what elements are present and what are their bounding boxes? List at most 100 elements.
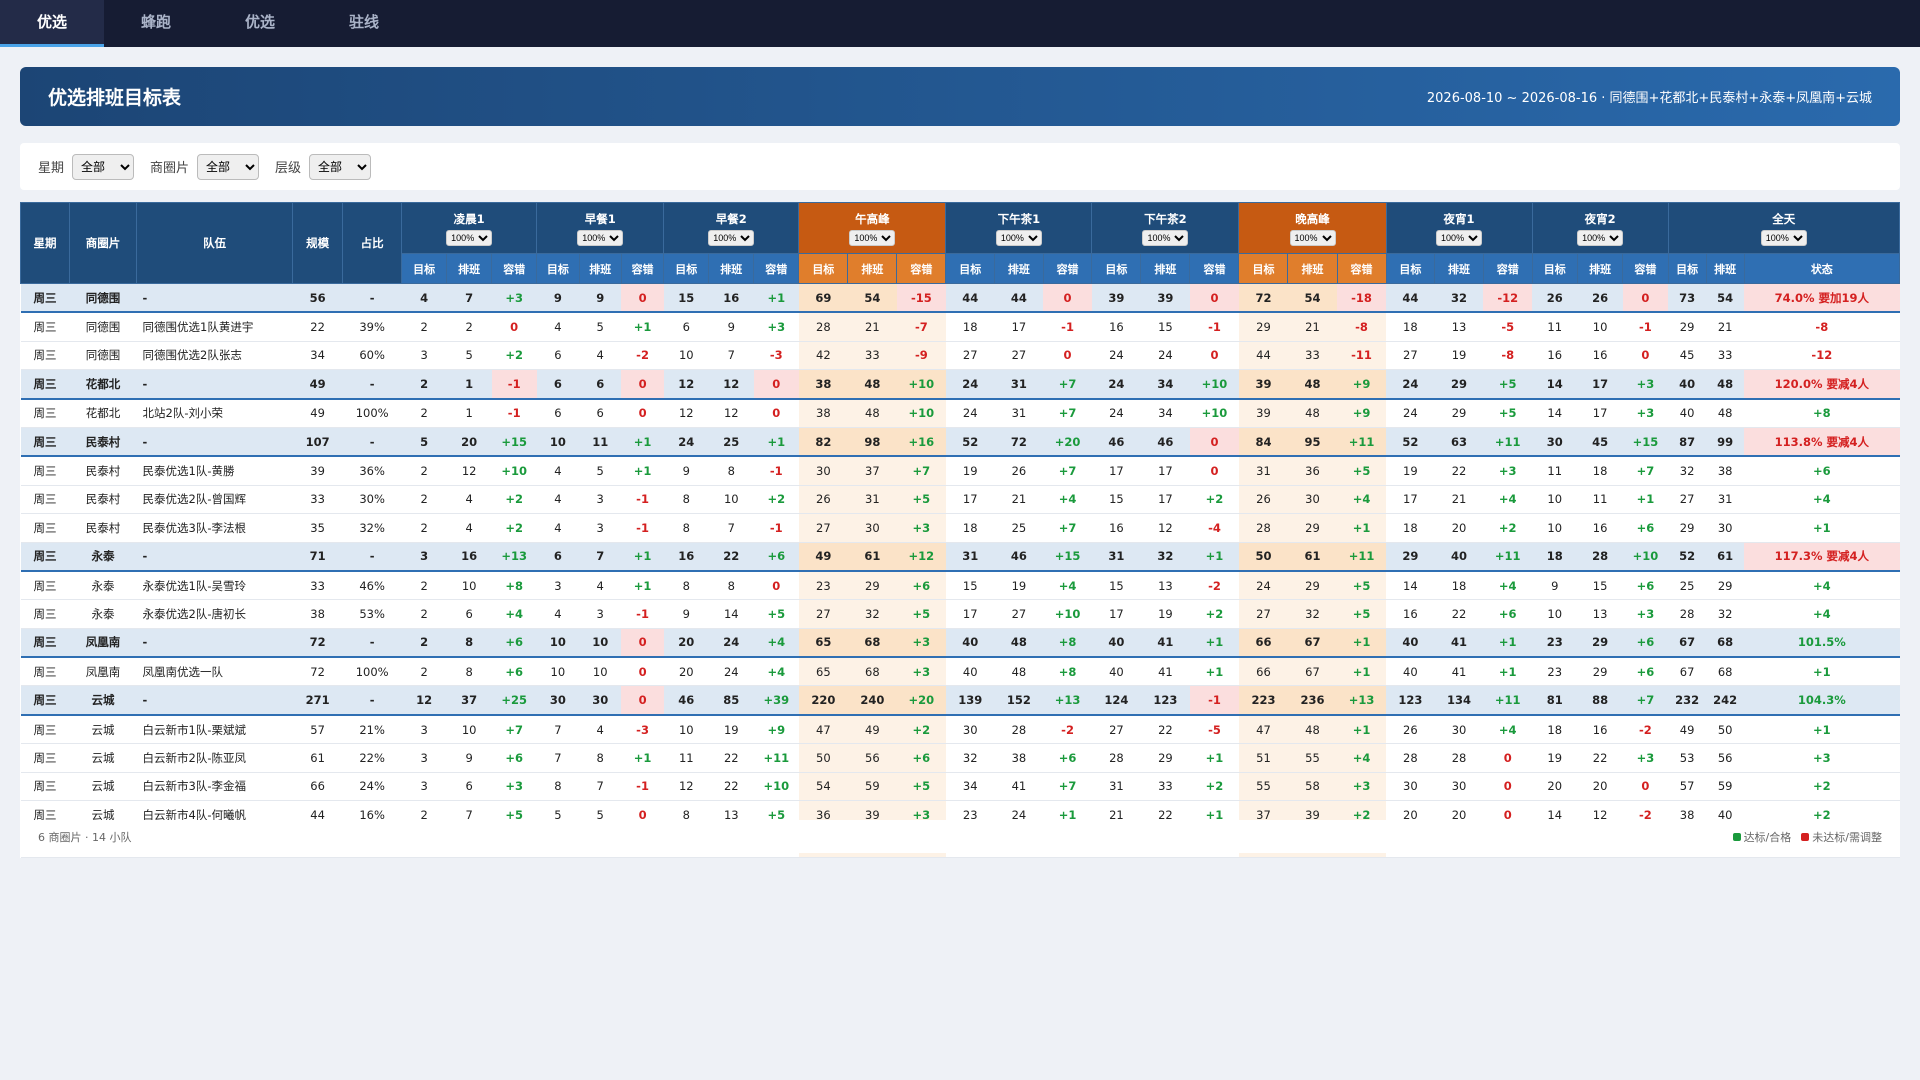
- cell: 34: [1140, 369, 1190, 400]
- cell: 民泰优选1队-黄勝: [136, 456, 293, 486]
- cell: 72: [994, 427, 1044, 458]
- cell: 29: [1434, 369, 1484, 400]
- cell: +10: [1189, 398, 1239, 428]
- table-row: 周三 民泰村 民泰优选1队-黄勝 39 36% 2 12 +10 4 5 +1 9 8 -1 30 37 +7 1…: [20, 456, 1900, 486]
- cell: 29: [847, 570, 897, 601]
- cell: 12: [708, 398, 754, 428]
- cell: 33: [1706, 341, 1745, 371]
- cell: -18: [1337, 283, 1387, 314]
- nav-tab[interactable]: 驻线: [348, 13, 379, 31]
- cell: +6: [753, 542, 799, 572]
- cell: 1: [446, 398, 492, 428]
- cell: +3: [1483, 456, 1533, 486]
- cell: 3: [401, 341, 447, 371]
- period-ratio-select[interactable]: 100%: [1142, 229, 1189, 246]
- cell: 67: [1668, 657, 1707, 687]
- cell: 59: [1706, 772, 1745, 802]
- cell: 21: [847, 312, 897, 342]
- period-ratio-select[interactable]: 100%: [1760, 229, 1807, 246]
- cell: 0: [621, 657, 664, 687]
- cell: +2: [491, 485, 537, 515]
- cell: 27: [1238, 599, 1288, 629]
- cell: +16: [896, 427, 946, 458]
- period-ratio-select[interactable]: 100%: [1436, 229, 1483, 246]
- filter-select[interactable]: 全部: [197, 153, 260, 180]
- cell: 88: [1577, 685, 1623, 716]
- period-ratio-select[interactable]: 100%: [995, 229, 1042, 246]
- cell: 白云新市2队-陈亚凤: [136, 743, 293, 773]
- cell: 12: [708, 369, 754, 400]
- cell: 23: [798, 570, 848, 601]
- sub-header: 排班: [578, 253, 622, 284]
- sub-header: 容错: [1336, 253, 1387, 284]
- cell: +3: [1622, 398, 1669, 428]
- period-ratio-select[interactable]: 100%: [446, 229, 493, 246]
- cell: 18: [1386, 312, 1435, 342]
- sub-header: 容错: [620, 253, 665, 284]
- cell: 26: [1532, 283, 1578, 314]
- cell: 11: [663, 743, 709, 773]
- table-row: 周三 云城 白云新市2队-陈亚凤 61 22% 3 9 +6 7 8 +1 11 22 +11 50 56 +6…: [20, 743, 1900, 773]
- cell: 17: [994, 312, 1044, 342]
- cell: 24%: [342, 772, 402, 802]
- cell: 19: [1386, 456, 1435, 486]
- cell: 50: [1706, 714, 1745, 745]
- cell: 6: [536, 341, 580, 371]
- cell: 4: [536, 513, 580, 543]
- period-header: 夜宵1 100%: [1385, 202, 1533, 254]
- cell: 40: [1668, 398, 1707, 428]
- cell: 周三: [20, 628, 70, 659]
- nav-tab[interactable]: 蜂跑: [140, 13, 171, 31]
- cell: 25: [1668, 570, 1707, 601]
- cell: 63: [1434, 427, 1484, 458]
- sub-header: 排班: [1140, 253, 1191, 284]
- sub-header: 容错: [753, 253, 800, 284]
- filter-select[interactable]: 全部: [72, 153, 135, 180]
- cell: 28: [1577, 542, 1623, 572]
- cell: 0: [1622, 341, 1669, 371]
- cell: 18: [1532, 714, 1578, 745]
- cell: +1: [621, 570, 664, 601]
- cell: 28: [1668, 599, 1707, 629]
- cell: 48: [1287, 369, 1337, 400]
- cell: 周三: [20, 312, 70, 342]
- nav-tab[interactable]: 优选: [244, 13, 275, 31]
- period-ratio-select[interactable]: 100%: [577, 229, 624, 246]
- filter-select[interactable]: 全部: [309, 153, 372, 180]
- cell: 0: [621, 628, 664, 659]
- cell: 27: [1386, 341, 1435, 371]
- period-ratio-select[interactable]: 100%: [1577, 229, 1624, 246]
- cell: 24: [1091, 398, 1141, 428]
- table-row: 周三 永泰 -71-3 16 +13 6 7 +1 16 22 +6 49 61 +12 31 46 +15 31…: [20, 542, 1900, 572]
- period-ratio-select[interactable]: 100%: [1289, 229, 1336, 246]
- cell: 21: [1706, 312, 1745, 342]
- cell: -5: [1189, 714, 1239, 745]
- period-ratio-select[interactable]: 100%: [849, 229, 896, 246]
- cell: +8: [1744, 398, 1900, 428]
- cell: +2: [1189, 772, 1239, 802]
- cell: +2: [491, 513, 537, 543]
- cell: 29: [1668, 312, 1707, 342]
- cell: 15: [1140, 312, 1190, 342]
- cell: -1: [491, 398, 537, 428]
- cell: 29: [1668, 513, 1707, 543]
- period-ratio-select[interactable]: 100%: [708, 229, 755, 246]
- cell: 98: [847, 427, 897, 458]
- cell: 22: [1434, 599, 1484, 629]
- cell: +2: [1189, 485, 1239, 515]
- cell: 31: [1238, 456, 1288, 486]
- cell: -2: [1043, 714, 1092, 745]
- cell: 2: [446, 312, 492, 342]
- nav-tab[interactable]: 优选: [0, 0, 104, 47]
- cell: 永泰优选1队-吴雪玲: [136, 570, 293, 601]
- cell: 31: [1091, 542, 1141, 572]
- cell: 49: [292, 369, 343, 400]
- sub-header: 容错: [896, 253, 947, 284]
- cell: 55: [1287, 743, 1337, 773]
- cell: 44: [1238, 341, 1288, 371]
- cell: 33: [1287, 341, 1337, 371]
- period-name: 早餐1: [584, 211, 616, 226]
- sub-header: 目标: [1667, 253, 1707, 284]
- cell: 12: [663, 398, 709, 428]
- cell: 44: [994, 283, 1044, 314]
